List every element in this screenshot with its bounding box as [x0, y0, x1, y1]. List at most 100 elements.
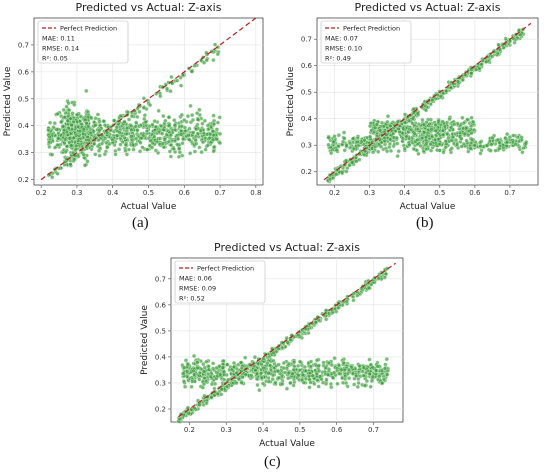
data-point	[437, 142, 442, 147]
data-point	[161, 113, 166, 119]
data-point	[211, 133, 216, 138]
data-point	[211, 149, 216, 154]
data-point	[354, 159, 359, 164]
data-point	[175, 136, 181, 141]
data-point	[72, 102, 77, 107]
data-point	[444, 88, 449, 94]
data-point	[503, 36, 508, 41]
data-point	[307, 385, 312, 390]
data-point	[190, 112, 195, 118]
chart-panel-a: Predicted vs Actual: Z-axis 0.2 0.3 0.4 0.5 0…	[0, 0, 275, 215]
data-point	[361, 365, 366, 370]
data-point	[280, 381, 285, 386]
legend-metric: RMSE: 0.14	[42, 45, 79, 53]
data-point	[507, 135, 512, 140]
data-point	[344, 169, 349, 174]
data-point	[521, 145, 526, 151]
data-point	[211, 57, 216, 63]
data-point	[86, 137, 91, 143]
data-point	[197, 402, 202, 407]
data-point	[47, 140, 52, 145]
data-point	[266, 379, 271, 384]
data-point	[335, 368, 340, 373]
data-point	[445, 131, 450, 137]
data-point	[469, 131, 474, 136]
data-point	[355, 384, 360, 389]
data-point	[366, 285, 371, 290]
data-point	[292, 360, 297, 365]
x-tick-label: 0.5	[434, 189, 445, 197]
data-point	[182, 365, 187, 370]
data-point	[435, 125, 441, 130]
data-point	[178, 75, 183, 80]
data-point	[62, 137, 68, 142]
data-point	[58, 133, 64, 138]
data-point	[182, 117, 187, 123]
data-point	[197, 145, 202, 150]
data-point	[334, 172, 339, 177]
data-point	[314, 371, 319, 376]
data-point	[249, 373, 254, 378]
data-point	[359, 286, 364, 291]
data-point	[345, 384, 350, 389]
data-point	[523, 141, 528, 146]
legend-metric: R²: 0.49	[325, 55, 351, 63]
data-point	[131, 142, 136, 147]
data-point	[201, 361, 206, 367]
data-point	[77, 119, 82, 124]
data-point	[206, 372, 211, 377]
data-point	[138, 149, 143, 154]
data-point	[286, 376, 291, 381]
data-point	[460, 115, 465, 120]
x-tick-label: 0.7	[504, 189, 515, 197]
data-point	[290, 371, 295, 376]
data-point	[308, 359, 314, 364]
data-point	[156, 108, 161, 113]
data-point	[59, 119, 64, 125]
data-point	[286, 370, 291, 376]
data-point	[212, 121, 217, 126]
data-point	[172, 118, 177, 123]
data-point	[200, 140, 206, 145]
data-point	[284, 335, 289, 341]
caption-a: (a)	[132, 215, 149, 231]
data-point	[71, 135, 76, 140]
data-point	[516, 139, 521, 144]
data-point	[329, 362, 334, 368]
data-point	[402, 120, 407, 125]
data-point	[490, 54, 495, 59]
data-point	[67, 108, 72, 113]
data-point	[124, 126, 130, 131]
data-point	[326, 367, 331, 372]
data-point	[185, 362, 191, 367]
data-point	[190, 379, 195, 384]
data-point	[303, 368, 308, 373]
data-point	[166, 115, 172, 120]
data-point	[123, 148, 128, 153]
perfect-prediction-line	[40, 17, 257, 181]
chart-title: Predicted vs Actual: Z-axis	[76, 1, 222, 14]
data-point	[352, 382, 357, 387]
data-point	[182, 125, 187, 130]
data-point	[361, 373, 366, 378]
data-point	[126, 117, 132, 122]
data-point	[140, 145, 145, 150]
data-point	[47, 144, 52, 149]
data-point	[162, 137, 167, 142]
data-point	[355, 293, 360, 298]
x-tick-label: 0.5	[143, 189, 154, 197]
data-point	[260, 381, 266, 386]
data-point	[69, 127, 75, 132]
data-point	[201, 382, 206, 387]
data-point	[440, 128, 446, 133]
data-point	[341, 360, 346, 366]
data-point	[85, 109, 91, 115]
data-point	[347, 376, 352, 381]
data-point	[184, 374, 190, 379]
data-point	[221, 377, 227, 382]
data-point	[124, 131, 129, 136]
data-point	[328, 381, 333, 387]
data-point	[129, 137, 135, 142]
data-point	[415, 127, 421, 132]
data-point	[325, 372, 330, 377]
